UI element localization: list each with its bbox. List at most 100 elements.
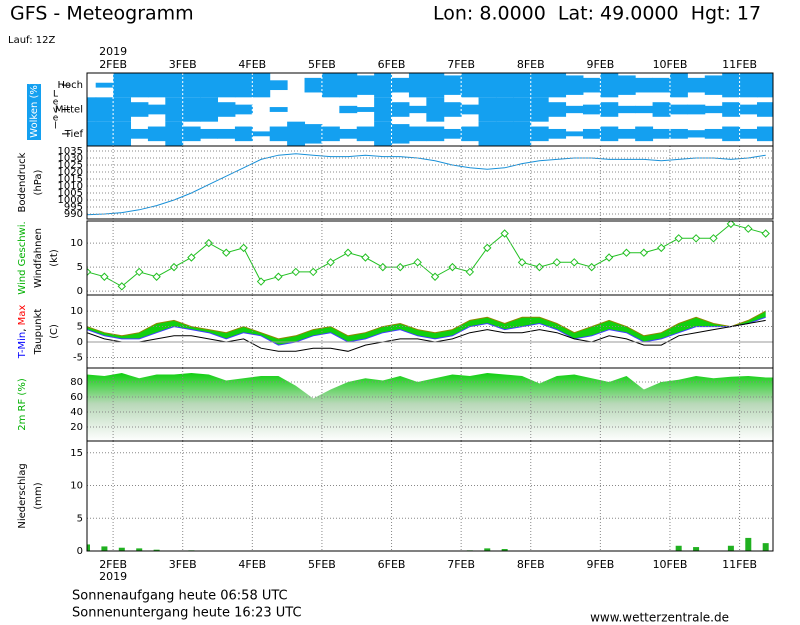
y-tick-label: 1010: [58, 181, 83, 192]
cloud-cover: [704, 128, 723, 139]
cloud-cover: [217, 128, 236, 139]
y-tick-label: 60: [70, 392, 83, 403]
cloud-cover: [739, 128, 758, 139]
precip-bar: [136, 548, 143, 551]
cloud-cover: [652, 128, 671, 139]
cloud-cover: [669, 104, 688, 115]
cloud-cover: [234, 126, 253, 142]
cloud-cover: [87, 97, 97, 122]
panel: [87, 221, 770, 291]
cloud-cover: [130, 128, 149, 139]
marker: [291, 267, 301, 277]
data-line: [87, 153, 766, 216]
label-part: (hPa): [33, 169, 44, 195]
y-tick-label: 1035: [58, 146, 83, 157]
y-tick-label: 1015: [58, 174, 83, 185]
date-label: 8FEB: [517, 558, 545, 571]
y-tick-label: Tief: [64, 129, 84, 140]
cloud-cover: [113, 73, 132, 98]
label-part: Wind Geschwi.: [17, 221, 28, 294]
marker: [222, 248, 231, 257]
cloud-cover: [130, 102, 149, 117]
cloud-cover: [722, 73, 741, 98]
marker: [674, 234, 683, 243]
cloud-cover: [95, 97, 114, 122]
cloud-cover: [635, 105, 654, 114]
cloud-cover: [461, 73, 480, 98]
panel: [87, 373, 773, 441]
marker: [134, 267, 144, 277]
cloud-cover: [408, 105, 427, 114]
cloud-cover: [321, 126, 340, 142]
marker: [535, 262, 544, 272]
cloud-cover: [478, 97, 497, 122]
y-tick-label: 1000: [58, 195, 83, 206]
date-label: 6FEB: [378, 58, 406, 71]
marker: [343, 248, 353, 257]
date-label: 3FEB: [169, 558, 197, 571]
label-part: T-Min: [17, 332, 28, 360]
precip-bar: [675, 545, 682, 551]
cloud-cover: [548, 102, 567, 117]
date-label: 10FEB: [653, 58, 688, 71]
cloud-cover: [652, 102, 671, 117]
cloud-cover: [652, 77, 671, 93]
cloud-cover: [600, 126, 619, 142]
precip-bar: [118, 547, 125, 551]
cloud-cover: [269, 126, 288, 142]
precip-bar: [87, 544, 90, 551]
y-axis-label: (mm): [33, 482, 44, 509]
cloud-cover: [147, 104, 166, 115]
cloud-cover: [391, 77, 410, 93]
cloud-cover: [548, 73, 567, 98]
y-tick-label: 0: [77, 546, 83, 557]
date-label: 6FEB: [378, 558, 406, 571]
precip-bar: [153, 549, 160, 551]
marker: [378, 262, 388, 272]
marker: [256, 277, 266, 286]
cloud-cover: [165, 73, 184, 98]
cloud-cover: [95, 121, 114, 146]
marker: [500, 229, 509, 238]
cloud-cover: [165, 121, 184, 146]
cloud-cover: [426, 126, 445, 142]
cloud-cover: [269, 80, 288, 91]
y-axis-label: Wolken (%): [29, 81, 40, 138]
date-label: 11FEB: [722, 58, 757, 71]
y-axis-label: Wind Geschwi.: [17, 221, 28, 294]
cloud-cover: [461, 104, 480, 115]
cloud-cover: [617, 75, 636, 95]
cloud-cover: [113, 121, 132, 146]
cloud-cover: [756, 102, 773, 117]
cloud-cover: [704, 105, 723, 114]
cloud-cover: [252, 131, 271, 137]
y-axis-label: Taupunkt: [33, 309, 44, 356]
y-tick-label: 5: [77, 322, 83, 333]
cloud-cover: [495, 97, 514, 122]
precip-bar: [101, 546, 108, 551]
precip-bar: [745, 537, 752, 551]
cloud-cover: [687, 104, 706, 115]
cloud-cover: [600, 73, 619, 98]
marker: [430, 272, 440, 281]
cloud-cover: [200, 73, 219, 98]
date-label: 10FEB: [653, 558, 688, 571]
panel-frame: [86, 145, 774, 220]
marker: [604, 253, 614, 262]
y-axis-label: (hPa): [33, 169, 44, 195]
cloud-cover: [495, 73, 514, 98]
marker: [187, 253, 196, 262]
cloud-cover: [530, 73, 549, 98]
cloud-cover: [722, 126, 741, 142]
marker: [657, 243, 666, 253]
y-tick-label: 1025: [58, 160, 83, 171]
y-axis-label: Niederschlag: [17, 463, 28, 528]
panel: [87, 153, 766, 216]
cloud-cover: [426, 73, 445, 98]
cloud-cover: [182, 126, 201, 142]
panel: [87, 537, 769, 551]
marker: [744, 224, 753, 233]
label-part: (C): [49, 324, 60, 339]
cloud-cover: [548, 128, 567, 139]
cloud-cover: [617, 105, 636, 114]
